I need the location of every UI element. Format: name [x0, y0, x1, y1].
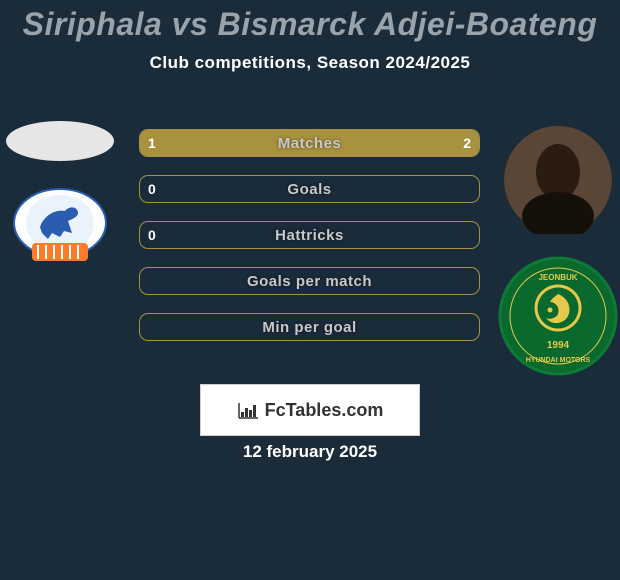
- bar-value-right: 2: [463, 130, 471, 156]
- bar-value-left: 1: [148, 130, 156, 156]
- player1-avatar: [6, 121, 114, 161]
- stat-bar: Goals0: [139, 175, 480, 203]
- right-player-column: JEONBUK HYUNDAI MOTORS 1994: [498, 126, 618, 376]
- bar-label: Goals per match: [140, 268, 479, 294]
- bar-label: Goals: [140, 176, 479, 202]
- bar-label: Min per goal: [140, 314, 479, 340]
- player2-avatar: [504, 126, 612, 234]
- bar-label: Matches: [140, 130, 479, 156]
- player1-club-logo: [10, 187, 110, 273]
- club2-year-text: 1994: [547, 340, 570, 351]
- page-title: Siriphala vs Bismarck Adjei-Boateng: [0, 6, 620, 43]
- stat-bar: Min per goal: [139, 313, 480, 341]
- club2-subname-text: HYUNDAI MOTORS: [526, 357, 591, 364]
- date-text: 12 february 2025: [0, 442, 620, 462]
- brand-text: FcTables.com: [265, 400, 384, 421]
- stat-bars: Matches12Goals0Hattricks0Goals per match…: [139, 129, 480, 359]
- bar-value-left: 0: [148, 176, 156, 202]
- stat-bar: Hattricks0: [139, 221, 480, 249]
- brand-box: FcTables.com: [200, 384, 420, 436]
- stat-bar: Goals per match: [139, 267, 480, 295]
- subtitle: Club competitions, Season 2024/2025: [0, 53, 620, 73]
- left-player-column: [0, 121, 120, 273]
- bar-label: Hattricks: [140, 222, 479, 248]
- bar-value-left: 0: [148, 222, 156, 248]
- bar-chart-icon: [237, 401, 259, 419]
- player2-club-logo: JEONBUK HYUNDAI MOTORS 1994: [498, 256, 618, 376]
- stat-bar: Matches1 2: [139, 129, 480, 157]
- club2-name-text: JEONBUK: [538, 273, 577, 282]
